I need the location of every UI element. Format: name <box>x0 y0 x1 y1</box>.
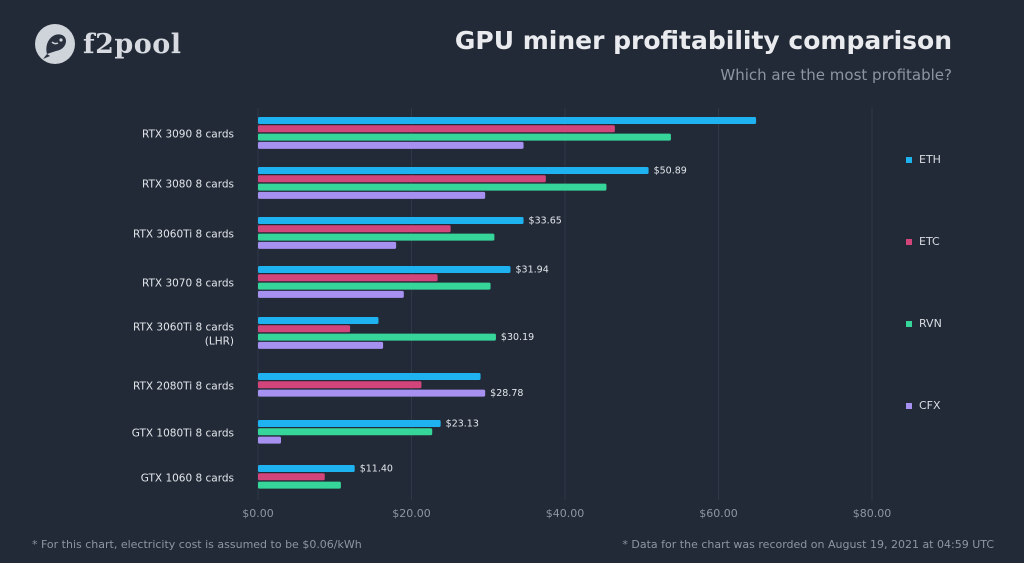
category-label: RTX 3060Ti 8 cards <box>133 229 234 241</box>
bar-cfx <box>258 436 282 444</box>
legend-swatch <box>906 238 912 245</box>
brand-logo: f2pool <box>35 24 182 64</box>
bar-rvn <box>258 481 341 489</box>
data-label: $50.89 <box>654 166 687 177</box>
bar-rvn <box>258 282 491 290</box>
bar-rvn <box>258 133 671 141</box>
legend-item-etc: ETC <box>906 235 940 248</box>
legend-label: RVN <box>919 317 942 330</box>
bar-etc <box>258 473 325 481</box>
bar-etc <box>258 125 615 133</box>
legend-label: ETC <box>919 235 940 248</box>
x-tick-label: $60.00 <box>699 507 738 520</box>
data-label: $28.78 <box>490 388 523 399</box>
bar-etc <box>258 381 422 389</box>
bar-rvn <box>258 428 433 436</box>
data-label: $23.13 <box>446 419 479 430</box>
legend-item-rvn: RVN <box>906 317 942 330</box>
x-tick-label: $0.00 <box>242 507 274 520</box>
bar-eth <box>258 167 649 174</box>
bar-etc <box>258 175 546 183</box>
category-label: RTX 3070 8 cards <box>142 278 234 290</box>
legend-swatch <box>906 156 912 163</box>
bar-rvn <box>258 233 495 241</box>
x-tick-label: $40.00 <box>546 507 585 520</box>
legend-label: CFX <box>919 399 941 412</box>
chart-title: GPU miner profitability comparison <box>454 26 952 55</box>
category-label: RTX 3080 8 cards <box>142 179 234 191</box>
x-tick-label: $20.00 <box>392 507 431 520</box>
bar-cfx <box>258 141 524 149</box>
category-label: GTX 1080Ti 8 cards <box>132 427 234 439</box>
bar-etc <box>258 274 438 282</box>
x-tick-label: $80.00 <box>853 507 892 520</box>
bar-cfx <box>258 241 397 249</box>
bar-cfx <box>258 191 486 199</box>
legend-item-cfx: CFX <box>906 399 941 412</box>
bar-eth <box>258 420 441 427</box>
fish-logo-icon <box>35 24 75 64</box>
bar-eth <box>258 465 355 472</box>
bar-eth <box>258 373 481 380</box>
legend-swatch <box>906 320 912 327</box>
bar-etc <box>258 225 451 233</box>
category-label: RTX 3090 8 cards <box>142 129 234 141</box>
data-label: $30.19 <box>501 332 534 343</box>
category-label: RTX 2080Ti 8 cards <box>133 380 234 392</box>
bar-rvn <box>258 183 607 191</box>
category-label: GTX 1060 8 cards <box>141 472 234 484</box>
bar-rvn <box>258 333 496 341</box>
bar-cfx <box>258 341 384 349</box>
category-label: (LHR) <box>205 336 234 348</box>
data-label: $31.94 <box>516 265 549 276</box>
legend-item-eth: ETH <box>906 153 941 166</box>
legend-swatch <box>906 402 912 409</box>
data-label: $33.65 <box>529 216 562 227</box>
legend-label: ETH <box>919 153 941 166</box>
electricity-cost-note: * For this chart, electricity cost is as… <box>32 538 362 551</box>
bar-eth <box>258 217 524 224</box>
category-label: RTX 3060Ti 8 cards <box>133 322 234 334</box>
bar-cfx <box>258 290 404 298</box>
chart-legend: ETH ETC RVN CFX <box>906 0 1006 563</box>
bar-etc <box>258 325 351 333</box>
bar-eth <box>258 317 379 324</box>
chart-subtitle: Which are the most profitable? <box>720 66 952 84</box>
bar-eth <box>258 266 511 273</box>
brand-name: f2pool <box>83 28 182 60</box>
data-recorded-note: * Data for the chart was recorded on Aug… <box>622 538 994 551</box>
data-label: $11.40 <box>360 464 393 475</box>
bar-cfx <box>258 389 486 397</box>
bar-eth <box>258 117 757 124</box>
